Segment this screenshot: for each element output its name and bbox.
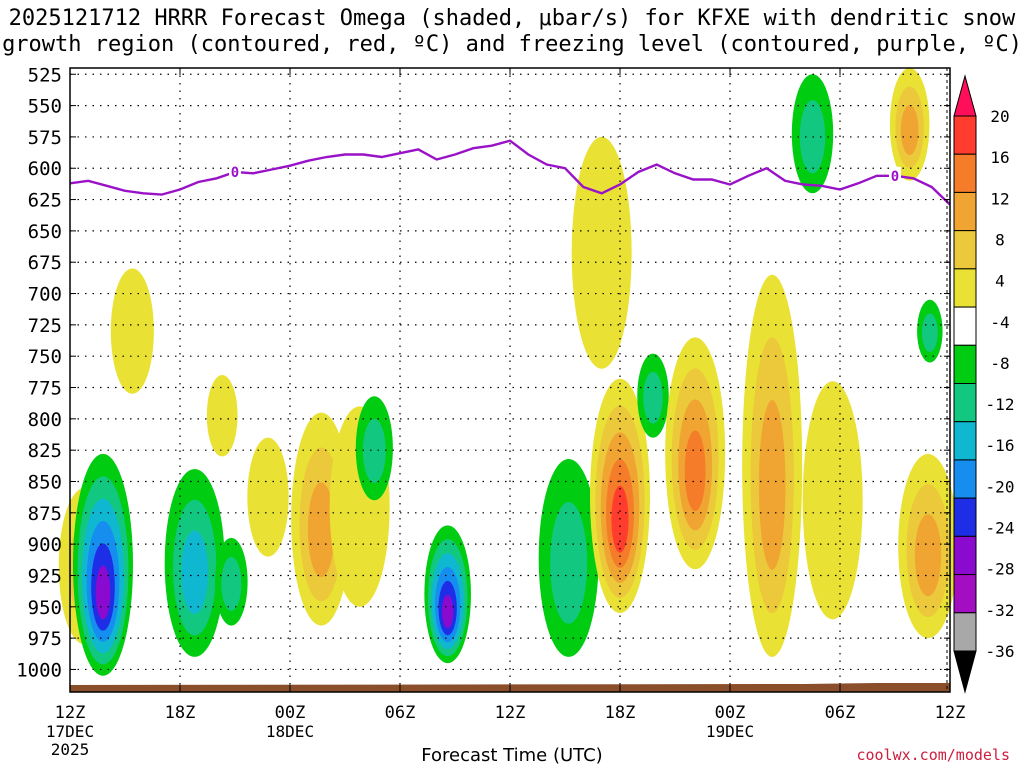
omega-rising-cell-15-level-3 [684,430,706,512]
y-tick-label-575: 575 [28,127,62,149]
colorbar-tick-label-12: -32 [986,601,1015,620]
x-tick-label-6: 00Z [715,703,746,723]
y-tick-label-900: 900 [28,534,62,556]
y-tick-label-550: 550 [28,96,62,118]
colorbar-tick-label-3: 8 [995,230,1005,249]
colorbar-bottom-arrow [953,650,977,694]
x-tick-label-4: 12Z [495,703,526,723]
omega-sinking-cell-3-level-2 [181,530,209,615]
colorbar-tick-label-10: -24 [986,519,1015,538]
y-tick-label-600: 600 [28,158,62,180]
omega-rising-cell-7-level-2 [307,482,335,578]
freezing-label-bg-1 [889,166,901,183]
colorbar-bin-8 [953,383,977,423]
freezing-level-label-0: 0 [231,165,239,181]
x-date-label-2: 18DEC [266,722,314,741]
colorbar-bin-3 [953,191,977,232]
y-tick-label-850: 850 [28,471,62,493]
x-year-label-0: 2025 [51,740,90,759]
freezing-label-bg-0 [229,163,241,179]
omega-rising-cell-6-level-0 [247,437,289,557]
colorbar-bin-14 [953,612,977,652]
y-tick-label-775: 775 [28,378,62,400]
omega-sinking-cell-14-level-1 [643,371,663,424]
x-tick-label-5: 18Z [605,703,636,723]
colorbar-bin-10 [953,459,977,499]
colorbar-tick-label-8: -16 [986,436,1015,455]
omega-sinking-cell-9-level-1 [362,418,386,483]
omega-rising-cell-2-level-0 [110,268,154,394]
y-tick-label-950: 950 [28,597,62,619]
x-tick-label-7: 06Z [825,703,856,723]
x-tick-label-3: 06Z [385,703,416,723]
omega-sinking-cell-21-level-1 [921,313,938,352]
colorbar-tick-label-13: -36 [986,642,1015,661]
omega-rising-cell-4-level-0 [206,374,238,457]
y-tick-label-625: 625 [28,190,62,212]
colorbar-bin-11 [953,497,977,537]
colorbar-tick-label-6: -8 [990,354,1009,373]
freezing-level-label-1: 0 [891,169,899,185]
colorbar-bin-1 [953,115,977,155]
y-tick-label-525: 525 [28,64,62,86]
omega-rising-cell-18-level-0 [802,381,863,620]
y-tick-label-650: 650 [28,221,62,243]
y-tick-label-925: 925 [28,565,62,587]
omega-sinking-cell-10-level-5 [442,594,454,629]
omega-sinking-cell-5-level-1 [221,556,242,611]
colorbar-tick-label-2: 12 [990,189,1009,208]
credit-text: coolwx.com/models [856,746,1010,764]
y-axis: 525 550 575 600 625 650 675 700 725 750 775 800 825 8… [16,64,950,681]
y-tick-label-675: 675 [28,252,62,274]
y-tick-label-700: 700 [28,284,62,306]
colorbar-tick-label-0: 20 [990,107,1009,126]
colorbar-bin-5 [953,268,977,308]
x-axis-label: Forecast Time (UTC) [421,745,603,766]
colorbar-bin-12 [953,535,977,576]
colorbar-tick-label-7: -12 [986,395,1015,414]
y-tick-label-975: 975 [28,628,62,650]
y-tick-label-725: 725 [28,315,62,337]
colorbar-bin-4 [953,230,977,270]
freezing-level-line [69,139,951,206]
omega-rising-cell-20-level-2 [914,514,942,597]
x-tick-label-2: 00Z [275,703,306,723]
x-tick-label-0: 12Z [55,703,86,723]
x-tick-label-1: 18Z [165,703,196,723]
colorbar-tick-label-9: -20 [986,477,1015,496]
x-date-label-6: 19DEC [706,722,754,741]
y-tick-label-825: 825 [28,440,62,462]
colorbar-tick-label-1: 16 [990,148,1009,167]
colorbar-bin-7 [953,344,977,384]
colorbar-tick-label-4: 4 [995,272,1005,291]
colorbar-bin-6 [953,306,977,346]
y-tick-label-1000: 1000 [16,659,62,681]
y-tick-label-750: 750 [28,346,62,368]
colorbar-tick-label-11: -28 [986,560,1015,579]
chart-title: 2025121712 HRRR Forecast Omega (shaded, … [2,6,1022,57]
omega-sinking-cell-1-level-5 [95,565,111,620]
x-tick-label-8: 12Z [935,703,966,723]
colorbar-bin-9 [953,421,977,461]
colorbar: 20 16 12 8 4 -4 -8 -12 -16 -20 -24 -28 -32 -36 [953,74,1015,694]
colorbar-tick-label-5: -4 [990,313,1009,332]
omega-rising-cell-12-level-0 [571,136,632,369]
y-tick-label-875: 875 [28,503,62,525]
omega-rising-cell-16-level-2 [758,400,786,570]
colorbar-bin-2 [953,153,977,193]
omega-sinking-cell-11-level-1 [550,501,588,624]
x-date-label-0: 17DEC [46,722,94,741]
colorbar-bin-13 [953,574,977,614]
omega-rising-cell-19-level-2 [900,104,919,156]
y-tick-label-800: 800 [28,409,62,431]
colorbar-top-arrow [953,74,977,117]
